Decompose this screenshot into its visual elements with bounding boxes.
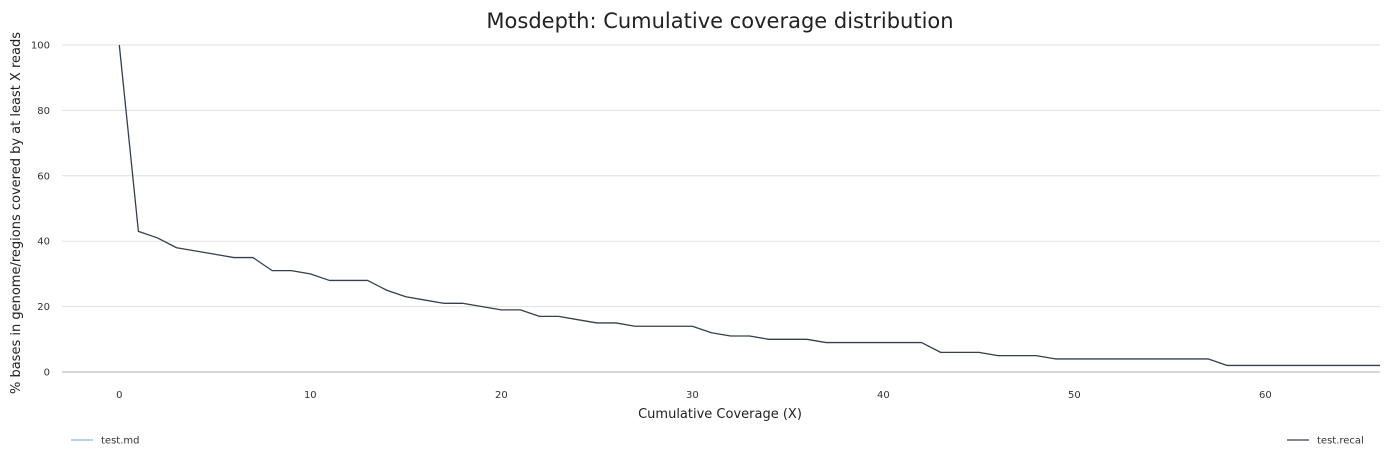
x-tick-label: 30 bbox=[686, 390, 699, 401]
y-axis-label: % bases in genome/regions covered by at … bbox=[9, 32, 24, 394]
legend-label: test.recal bbox=[1317, 436, 1364, 447]
x-tick-labels: 0 10 20 30 40 50 60 bbox=[116, 390, 1272, 401]
series-line-test.recal bbox=[118, 44, 1380, 367]
y-tick-label: 60 bbox=[37, 171, 50, 182]
gridlines bbox=[62, 44, 1380, 373]
legend: test.md test.recal bbox=[71, 436, 1364, 447]
x-axis-label: Cumulative Coverage (X) bbox=[638, 407, 802, 422]
y-tick-label: 0 bbox=[44, 368, 50, 379]
x-tick-label: 50 bbox=[1068, 390, 1081, 401]
x-tick-label: 0 bbox=[116, 390, 122, 401]
x-tick-label: 40 bbox=[877, 390, 890, 401]
legend-item-test.recal[interactable]: test.recal bbox=[1287, 436, 1364, 447]
y-tick-label: 40 bbox=[37, 237, 50, 248]
legend-label: test.md bbox=[101, 436, 139, 447]
y-tick-label: 80 bbox=[37, 106, 50, 117]
x-tick-label: 60 bbox=[1259, 390, 1272, 401]
series-lines bbox=[118, 44, 1380, 367]
y-tick-label: 100 bbox=[31, 41, 50, 52]
y-tick-labels: 0 20 40 60 80 100 bbox=[31, 41, 50, 379]
y-tick-label: 20 bbox=[37, 302, 50, 313]
x-tick-label: 20 bbox=[495, 390, 508, 401]
x-tick-label: 10 bbox=[304, 390, 317, 401]
legend-item-test.md[interactable]: test.md bbox=[71, 436, 139, 447]
chart-title: Mosdepth: Cumulative coverage distributi… bbox=[486, 9, 953, 33]
